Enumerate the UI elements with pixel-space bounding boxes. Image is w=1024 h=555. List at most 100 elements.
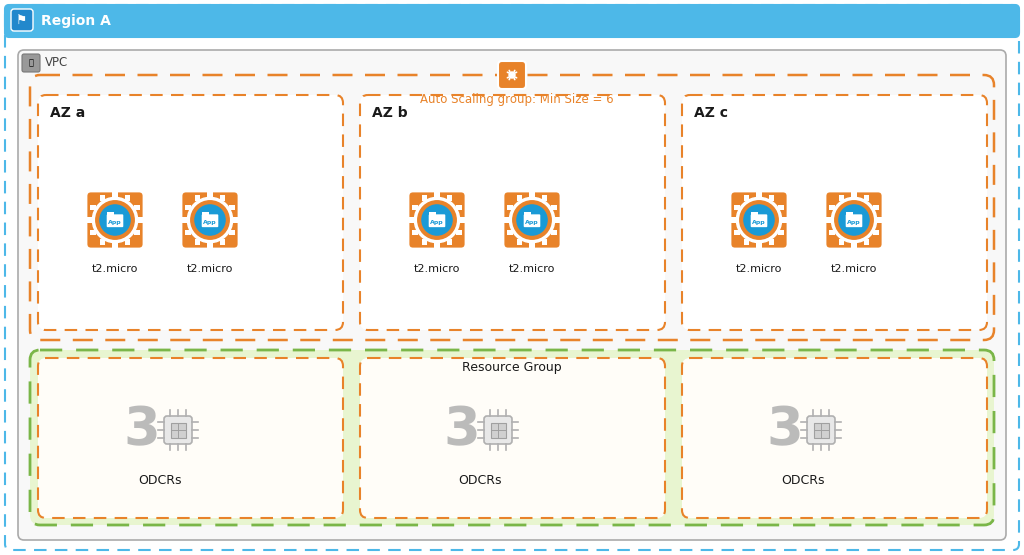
Circle shape bbox=[100, 205, 130, 235]
Circle shape bbox=[92, 198, 137, 243]
FancyBboxPatch shape bbox=[195, 195, 200, 200]
FancyBboxPatch shape bbox=[208, 243, 213, 248]
FancyBboxPatch shape bbox=[457, 205, 462, 210]
Circle shape bbox=[96, 201, 134, 239]
FancyBboxPatch shape bbox=[5, 5, 1019, 37]
FancyBboxPatch shape bbox=[447, 240, 453, 245]
FancyBboxPatch shape bbox=[877, 218, 882, 223]
FancyBboxPatch shape bbox=[498, 61, 526, 89]
Circle shape bbox=[415, 198, 460, 243]
Text: Region A: Region A bbox=[41, 14, 111, 28]
Circle shape bbox=[835, 201, 873, 239]
FancyBboxPatch shape bbox=[826, 218, 831, 223]
FancyBboxPatch shape bbox=[682, 358, 987, 518]
FancyBboxPatch shape bbox=[360, 95, 665, 330]
FancyBboxPatch shape bbox=[434, 243, 439, 248]
FancyBboxPatch shape bbox=[825, 191, 883, 249]
FancyBboxPatch shape bbox=[409, 218, 414, 223]
FancyBboxPatch shape bbox=[134, 230, 139, 235]
FancyBboxPatch shape bbox=[202, 212, 209, 215]
FancyBboxPatch shape bbox=[106, 214, 123, 227]
Circle shape bbox=[736, 198, 781, 243]
FancyBboxPatch shape bbox=[552, 230, 557, 235]
FancyBboxPatch shape bbox=[86, 191, 144, 249]
FancyBboxPatch shape bbox=[490, 423, 507, 438]
FancyBboxPatch shape bbox=[38, 95, 343, 330]
FancyBboxPatch shape bbox=[503, 191, 561, 249]
FancyBboxPatch shape bbox=[529, 243, 535, 248]
FancyBboxPatch shape bbox=[434, 192, 439, 197]
Text: 3: 3 bbox=[124, 404, 161, 456]
Circle shape bbox=[517, 205, 547, 235]
Circle shape bbox=[418, 201, 457, 239]
Text: ⚑: ⚑ bbox=[16, 13, 28, 27]
FancyBboxPatch shape bbox=[864, 195, 869, 200]
FancyBboxPatch shape bbox=[507, 230, 512, 235]
FancyBboxPatch shape bbox=[734, 230, 739, 235]
FancyBboxPatch shape bbox=[413, 230, 418, 235]
Text: ODCRs: ODCRs bbox=[138, 473, 181, 487]
FancyBboxPatch shape bbox=[542, 195, 548, 200]
FancyBboxPatch shape bbox=[504, 218, 509, 223]
FancyBboxPatch shape bbox=[460, 218, 465, 223]
Circle shape bbox=[195, 205, 225, 235]
FancyBboxPatch shape bbox=[769, 240, 774, 245]
Text: App: App bbox=[753, 220, 766, 225]
Circle shape bbox=[509, 198, 555, 243]
FancyBboxPatch shape bbox=[171, 423, 186, 438]
Text: t2.micro: t2.micro bbox=[509, 264, 555, 274]
FancyBboxPatch shape bbox=[782, 218, 787, 223]
FancyBboxPatch shape bbox=[22, 54, 40, 72]
Circle shape bbox=[831, 198, 877, 243]
FancyBboxPatch shape bbox=[457, 230, 462, 235]
Text: 3: 3 bbox=[767, 404, 804, 456]
FancyBboxPatch shape bbox=[38, 358, 343, 518]
Circle shape bbox=[839, 205, 869, 235]
FancyBboxPatch shape bbox=[769, 195, 774, 200]
FancyBboxPatch shape bbox=[125, 240, 130, 245]
Circle shape bbox=[422, 205, 452, 235]
Circle shape bbox=[187, 198, 232, 243]
Circle shape bbox=[513, 201, 551, 239]
FancyBboxPatch shape bbox=[507, 205, 512, 210]
FancyBboxPatch shape bbox=[429, 214, 445, 227]
FancyBboxPatch shape bbox=[552, 205, 557, 210]
FancyBboxPatch shape bbox=[208, 192, 213, 197]
FancyBboxPatch shape bbox=[734, 205, 739, 210]
Text: ODCRs: ODCRs bbox=[459, 473, 502, 487]
FancyBboxPatch shape bbox=[807, 416, 835, 444]
FancyBboxPatch shape bbox=[743, 240, 749, 245]
Text: App: App bbox=[203, 220, 217, 225]
Text: App: App bbox=[430, 220, 443, 225]
FancyBboxPatch shape bbox=[220, 195, 225, 200]
FancyBboxPatch shape bbox=[185, 230, 190, 235]
FancyBboxPatch shape bbox=[99, 240, 104, 245]
FancyBboxPatch shape bbox=[134, 205, 139, 210]
FancyBboxPatch shape bbox=[523, 212, 531, 215]
Text: t2.micro: t2.micro bbox=[186, 264, 233, 274]
FancyBboxPatch shape bbox=[229, 205, 234, 210]
FancyBboxPatch shape bbox=[751, 212, 758, 215]
Text: 🔒: 🔒 bbox=[29, 58, 34, 68]
FancyBboxPatch shape bbox=[829, 205, 835, 210]
FancyBboxPatch shape bbox=[232, 218, 239, 223]
FancyBboxPatch shape bbox=[757, 192, 762, 197]
FancyBboxPatch shape bbox=[181, 191, 239, 249]
FancyBboxPatch shape bbox=[113, 192, 118, 197]
FancyBboxPatch shape bbox=[846, 212, 853, 215]
Text: 3: 3 bbox=[443, 404, 480, 456]
FancyBboxPatch shape bbox=[229, 230, 234, 235]
FancyBboxPatch shape bbox=[778, 230, 783, 235]
FancyBboxPatch shape bbox=[429, 212, 436, 215]
Text: AZ b: AZ b bbox=[372, 106, 408, 120]
Circle shape bbox=[739, 201, 778, 239]
FancyBboxPatch shape bbox=[743, 195, 749, 200]
FancyBboxPatch shape bbox=[542, 240, 548, 245]
FancyBboxPatch shape bbox=[730, 191, 788, 249]
Text: Auto Scaling group: Min Size = 6: Auto Scaling group: Min Size = 6 bbox=[420, 93, 613, 107]
FancyBboxPatch shape bbox=[90, 205, 95, 210]
FancyBboxPatch shape bbox=[202, 214, 218, 227]
FancyBboxPatch shape bbox=[751, 214, 767, 227]
FancyBboxPatch shape bbox=[851, 192, 857, 197]
Circle shape bbox=[190, 201, 229, 239]
